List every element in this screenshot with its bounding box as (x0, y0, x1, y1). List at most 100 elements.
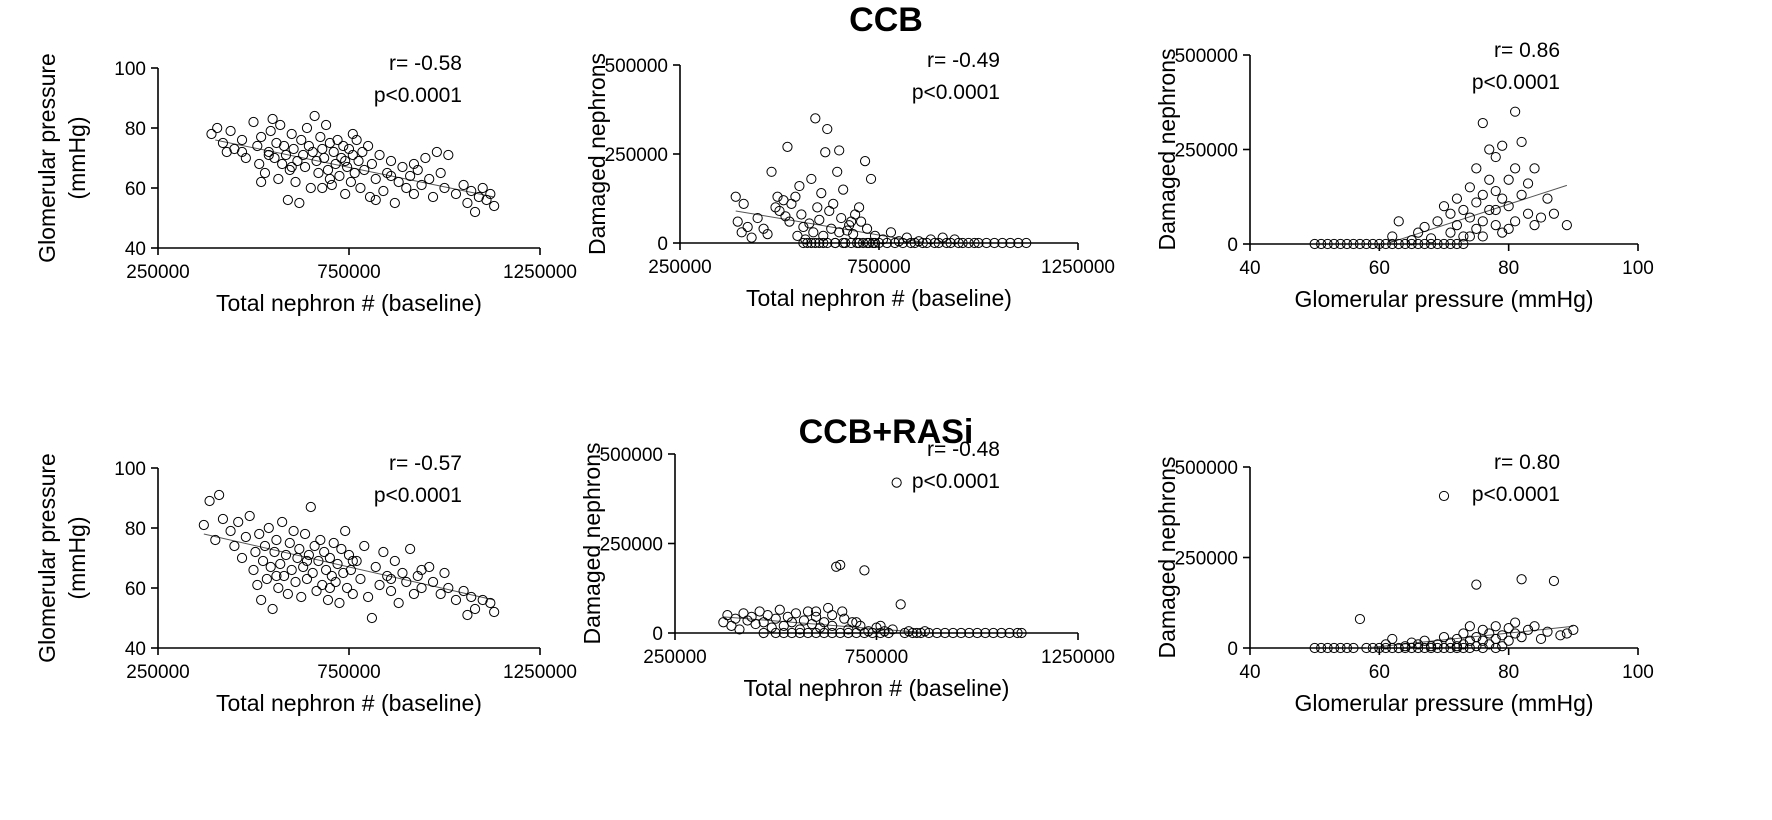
data-point (881, 237, 893, 249)
data-point (1406, 637, 1417, 648)
data-point (828, 198, 839, 209)
data-point (351, 134, 362, 146)
data-point (1464, 182, 1475, 193)
data-point (1380, 639, 1391, 650)
data-point (742, 221, 753, 233)
data-point (897, 237, 908, 249)
y-axis-label: Damaged nephrons (1154, 48, 1180, 250)
data-point (1484, 639, 1495, 650)
data-point (933, 237, 944, 249)
data-point (838, 237, 849, 249)
data-point (1477, 216, 1488, 227)
data-point (370, 194, 381, 206)
r-value-annotation: r= -0.58 (389, 52, 462, 75)
data-point (1425, 641, 1437, 652)
data-point (1548, 575, 1560, 587)
data-point (1451, 642, 1463, 654)
data-point (273, 173, 284, 185)
data-point (416, 179, 427, 191)
data-point (1490, 204, 1501, 216)
data-point (1484, 628, 1495, 639)
data-point (752, 212, 763, 224)
data-point (477, 182, 488, 194)
data-point (1477, 117, 1488, 129)
data-point (309, 540, 320, 552)
data-point (332, 558, 343, 570)
data-point (1451, 220, 1463, 231)
data-point (290, 176, 301, 188)
data-point (1419, 238, 1430, 250)
data-point (353, 155, 364, 167)
data-point (343, 143, 355, 155)
data-point (1464, 231, 1475, 242)
data-point (303, 140, 314, 152)
data-point (820, 147, 831, 158)
data-point (794, 180, 805, 192)
data-point (802, 237, 813, 249)
data-point (271, 137, 282, 149)
data-point (1516, 632, 1527, 643)
data-point (1374, 238, 1385, 250)
data-point (957, 237, 968, 249)
data-point (420, 152, 431, 164)
data-point (746, 611, 757, 622)
data-point (284, 164, 295, 176)
data-point (347, 555, 358, 567)
p-value-annotation: p<0.0001 (1472, 483, 1560, 506)
data-point (901, 232, 912, 243)
data-point (1503, 635, 1514, 646)
data-point (284, 537, 295, 549)
x-axis-label: Total nephron # (baseline) (744, 675, 1010, 701)
p-value-annotation: p<0.0001 (374, 484, 462, 507)
data-point (326, 179, 337, 191)
data-point (963, 237, 974, 249)
data-point (431, 146, 442, 158)
data-point (865, 173, 877, 185)
data-point (1406, 235, 1417, 246)
data-point (810, 237, 821, 249)
data-point (332, 134, 343, 146)
data-point (945, 237, 956, 249)
data-point (808, 227, 819, 238)
data-point (320, 564, 332, 576)
data-point (206, 128, 217, 140)
data-point (1406, 238, 1417, 250)
y-axis-label: (mmHg) (64, 516, 90, 599)
data-point (1477, 624, 1488, 636)
data-point (1445, 238, 1456, 250)
data-point (1419, 635, 1430, 646)
data-point (1529, 220, 1540, 231)
data-point (1471, 641, 1482, 652)
data-point (256, 176, 267, 188)
data-point (345, 564, 357, 576)
data-point (1445, 637, 1456, 648)
data-point (814, 214, 825, 225)
data-point (416, 564, 427, 576)
data-point (252, 140, 263, 152)
data-point (1005, 237, 1016, 249)
data-point (210, 534, 221, 546)
data-point (1510, 163, 1521, 174)
data-point (956, 627, 967, 639)
data-point (1458, 238, 1469, 250)
y-axis-label: Glomerular pressure (34, 53, 60, 263)
data-point (1484, 174, 1495, 185)
x-axis-label: Glomerular pressure (mmHg) (1294, 286, 1593, 312)
data-point (378, 546, 389, 558)
data-point (830, 237, 841, 249)
data-point (319, 546, 330, 558)
data-point (980, 627, 991, 639)
data-point (848, 229, 859, 240)
x-tick-label: 750000 (845, 647, 908, 668)
data-point (887, 624, 898, 635)
data-point (758, 223, 769, 234)
data-point (1004, 627, 1015, 639)
data-point (1393, 216, 1404, 227)
data-point (1380, 642, 1391, 654)
r-value-annotation: r= -0.57 (389, 452, 462, 475)
y-axis-label: Damaged nephrons (1154, 456, 1180, 658)
y-tick-label: 40 (125, 639, 146, 660)
data-point (313, 555, 324, 567)
data-point (214, 489, 225, 501)
data-point (762, 229, 773, 240)
